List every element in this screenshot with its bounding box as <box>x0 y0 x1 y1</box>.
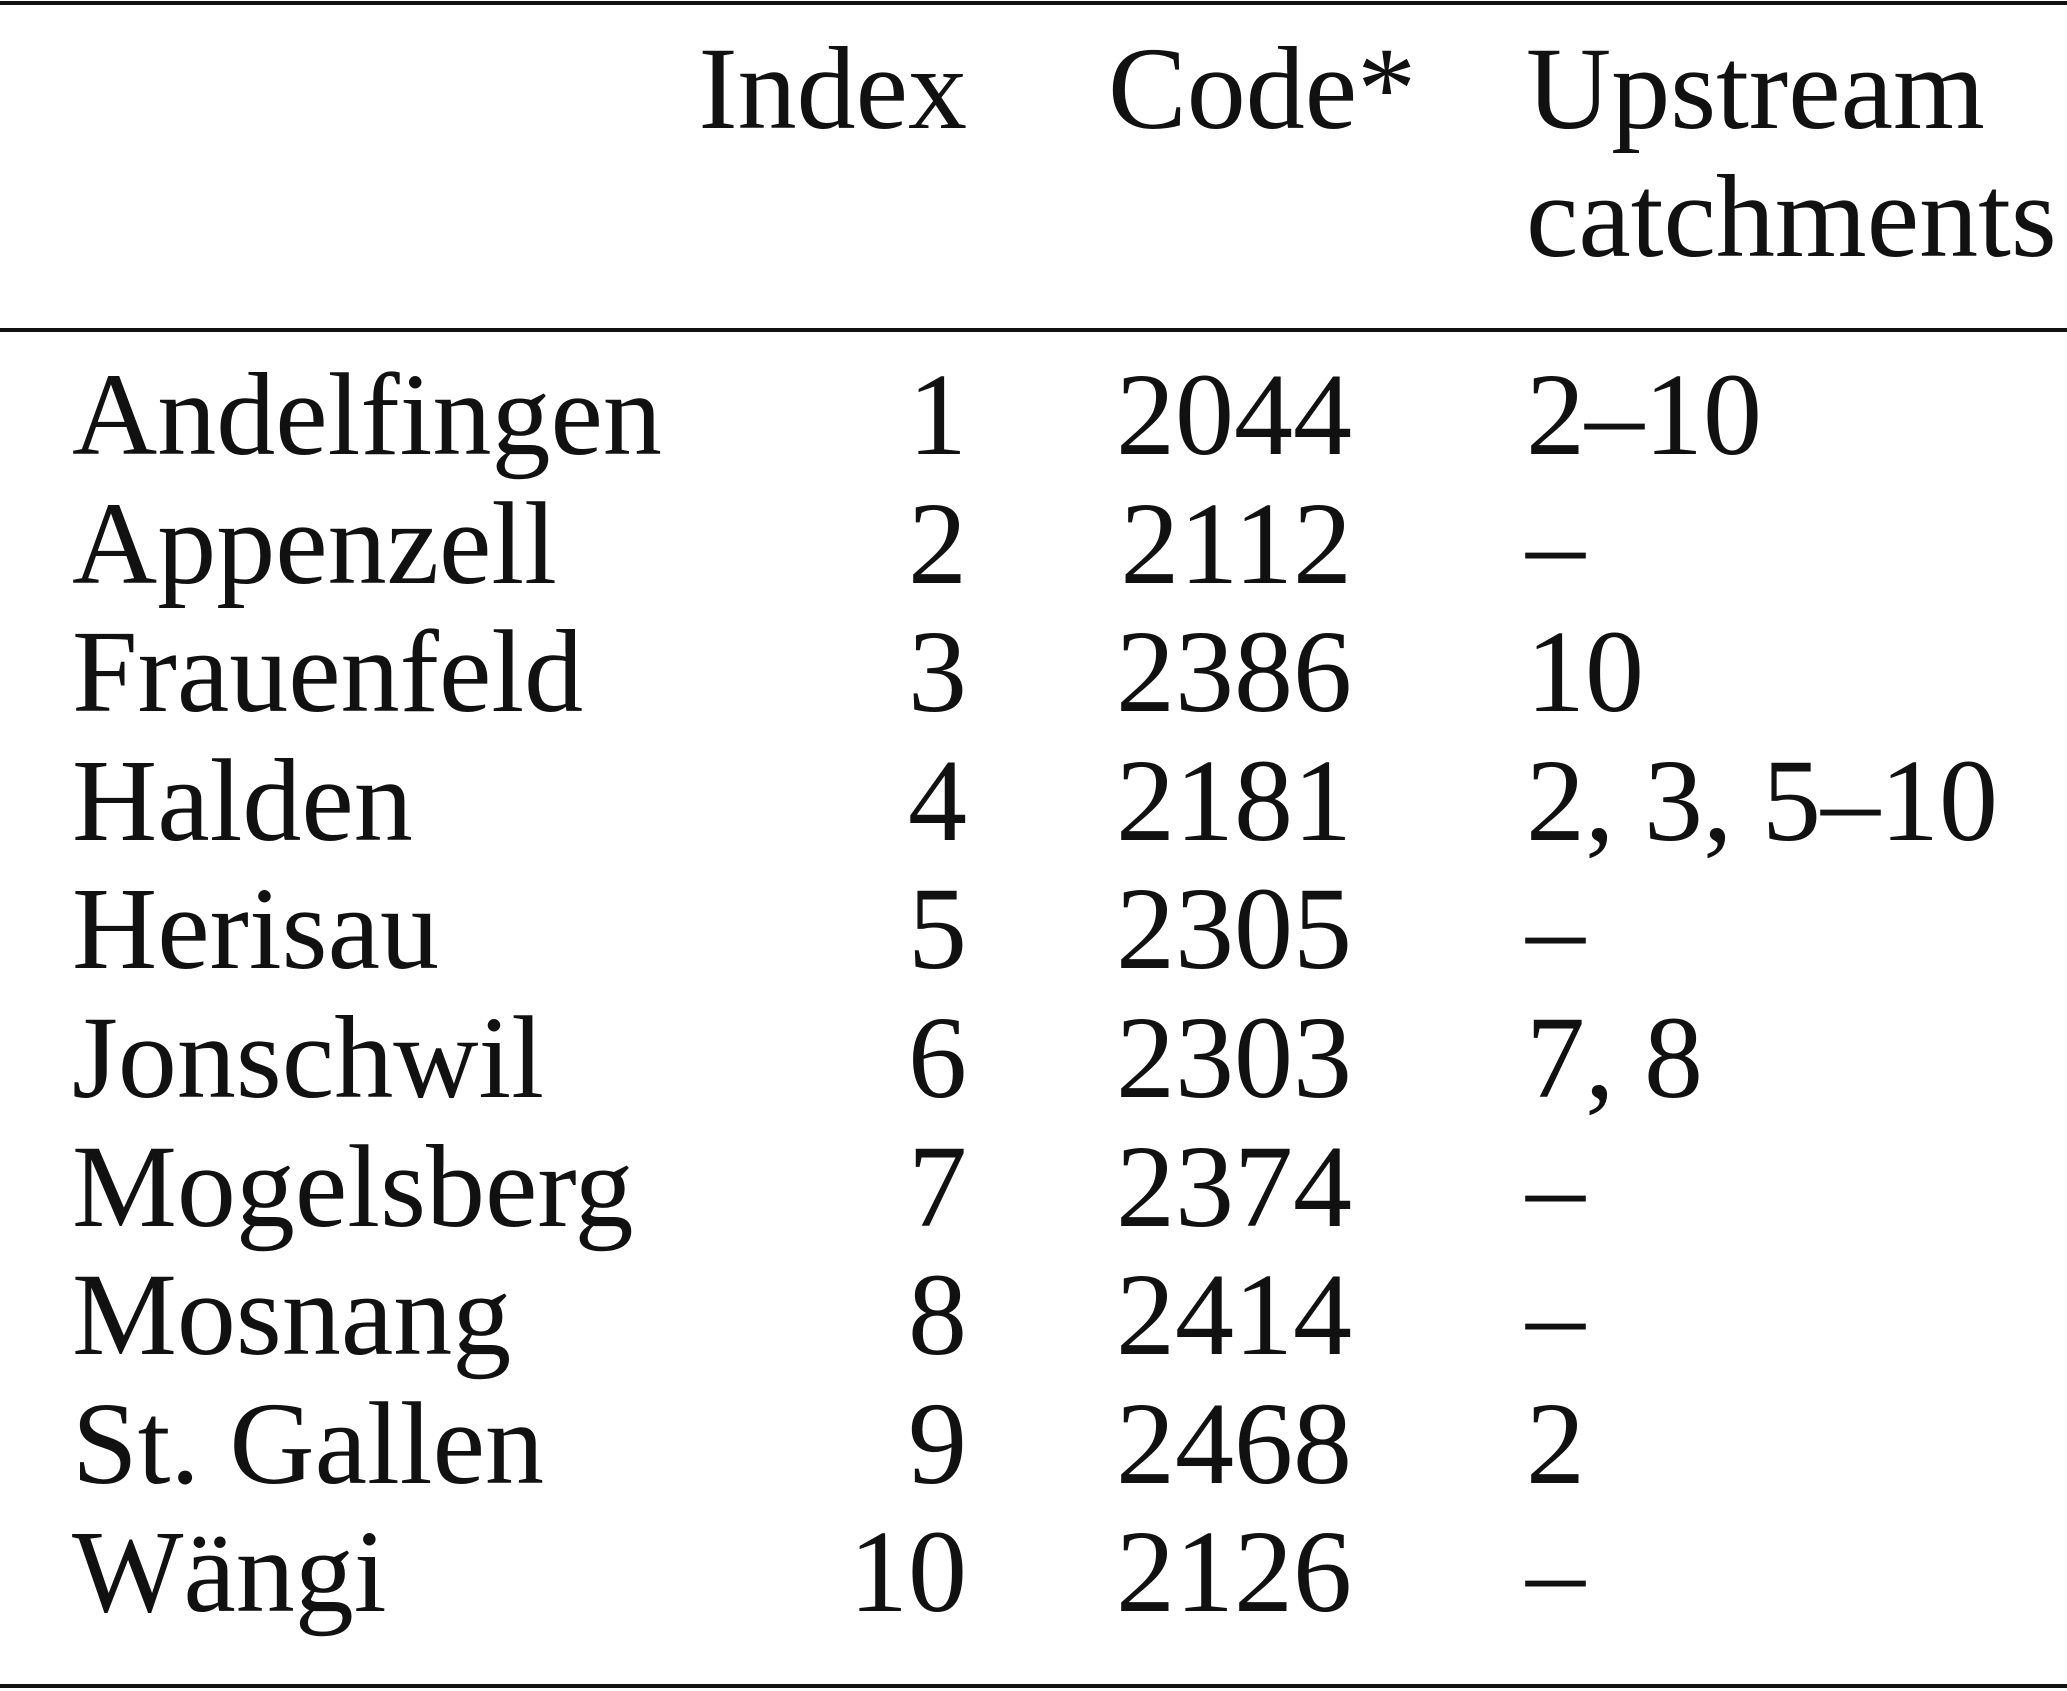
index-cell: 7 <box>908 1120 967 1252</box>
row-label: Halden <box>72 734 413 866</box>
index-cell: 4 <box>908 734 967 866</box>
upstream-cell: – <box>1526 477 1585 609</box>
code-cell: 2181 <box>1116 734 1352 866</box>
row-label: Mosnang <box>72 1249 512 1381</box>
index-cell: 2 <box>908 477 967 609</box>
upstream-cell: – <box>1526 1120 1585 1252</box>
top-rule <box>0 1 2067 5</box>
index-cell: 6 <box>908 992 967 1123</box>
row-label: Andelfingen <box>72 349 662 480</box>
code-cell: 2112 <box>1120 477 1352 609</box>
code-cell: 2468 <box>1116 1377 1352 1509</box>
index-cell: 8 <box>908 1249 967 1381</box>
row-label: St. Gallen <box>72 1377 544 1509</box>
index-cell: 10 <box>849 1506 967 1638</box>
code-cell: 2126 <box>1116 1506 1352 1638</box>
upstream-cell: – <box>1526 1506 1585 1638</box>
row-label: Herisau <box>72 863 439 995</box>
index-cell: 5 <box>908 863 967 995</box>
row-label: Mogelsberg <box>72 1120 634 1252</box>
index-cell: 3 <box>908 606 967 738</box>
column-header: Code* <box>1108 23 1417 154</box>
upstream-cell: 2, 3, 5–10 <box>1526 734 1998 866</box>
row-label: Wängi <box>72 1506 387 1638</box>
row-label: Frauenfeld <box>72 606 584 738</box>
index-cell: 1 <box>908 349 967 480</box>
code-cell: 2044 <box>1116 349 1352 480</box>
index-cell: 9 <box>908 1377 967 1509</box>
upstream-cell: – <box>1526 1249 1585 1381</box>
header-rule <box>0 328 2067 332</box>
code-cell: 2305 <box>1116 863 1352 995</box>
column-header: Upstream catchments <box>1526 23 2057 282</box>
upstream-cell: 2 <box>1526 1377 1585 1509</box>
upstream-cell: 10 <box>1526 606 1644 738</box>
row-label: Appenzell <box>72 477 557 609</box>
row-label: Jonschwil <box>72 992 544 1123</box>
upstream-cell: 7, 8 <box>1526 992 1703 1123</box>
column-header: Index <box>698 23 967 154</box>
code-cell: 2303 <box>1116 992 1352 1123</box>
code-cell: 2386 <box>1116 606 1352 738</box>
upstream-cell: – <box>1526 863 1585 995</box>
code-cell: 2374 <box>1116 1120 1352 1252</box>
code-cell: 2414 <box>1116 1249 1352 1381</box>
bottom-rule <box>0 1684 2067 1688</box>
upstream-cell: 2–10 <box>1526 349 1762 480</box>
